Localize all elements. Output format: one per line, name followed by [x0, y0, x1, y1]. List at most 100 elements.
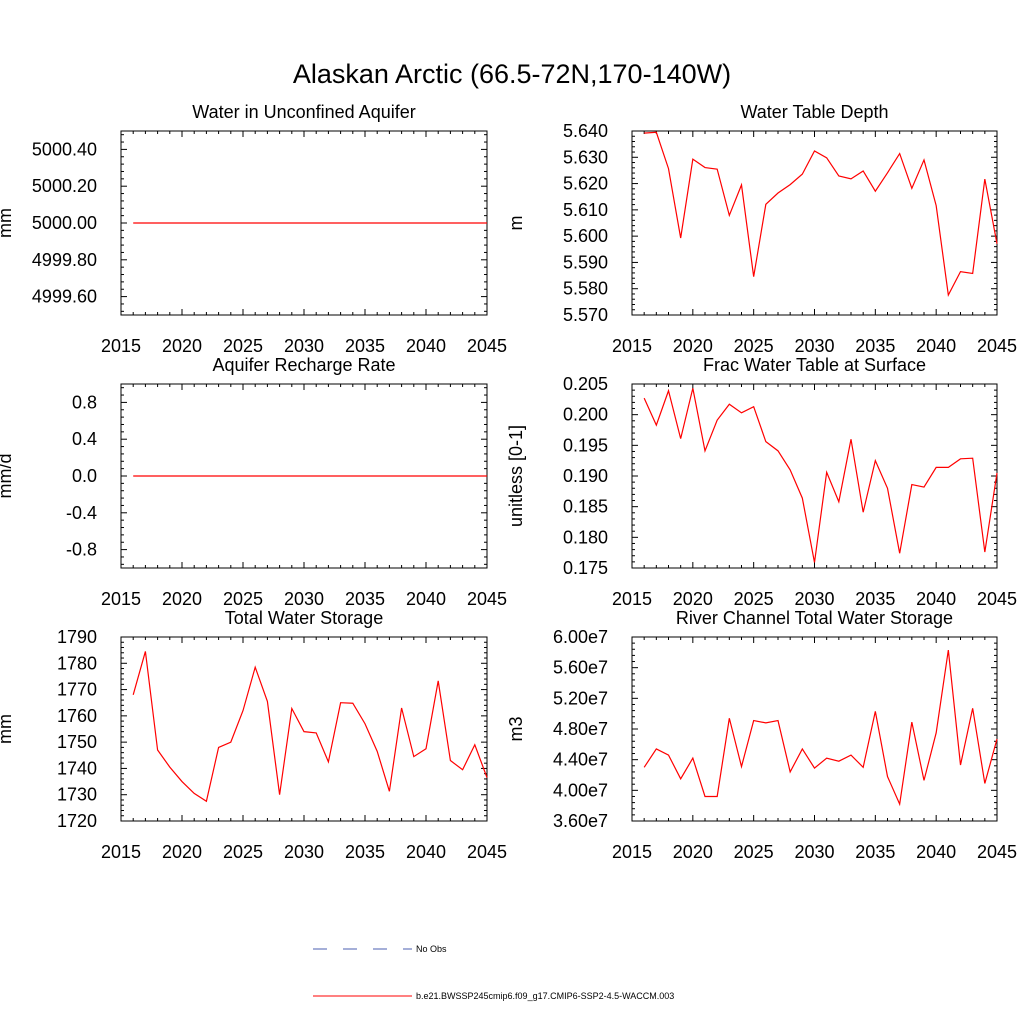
panel-title: Water Table Depth	[740, 102, 888, 122]
x-tick-label: 2015	[612, 842, 652, 862]
y-tick-label: 4999.80	[32, 250, 97, 270]
y-tick-label: -0.8	[66, 540, 97, 560]
plot-frame	[631, 130, 998, 316]
y-tick-label: 1740	[57, 758, 97, 778]
y-tick-label: 0.200	[563, 405, 608, 425]
y-tick-label: 0.195	[563, 435, 608, 455]
y-tick-label: 5.590	[563, 252, 608, 272]
y-tick-label: 1750	[57, 732, 97, 752]
y-axis-label: m3	[506, 716, 526, 741]
y-tick-label: 1770	[57, 680, 97, 700]
x-tick-label: 2035	[855, 336, 895, 356]
x-tick-label: 2040	[916, 842, 956, 862]
y-tick-label: 1730	[57, 785, 97, 805]
y-tick-label: 0.190	[563, 466, 608, 486]
y-tick-label: 5000.40	[32, 139, 97, 159]
y-tick-label: 0.175	[563, 558, 608, 578]
plot-frame	[631, 636, 998, 822]
panel-title: Frac Water Table at Surface	[703, 355, 926, 375]
chart-panel: 2015 2020 2025 2030 2035 2040 2045 5.570 5.580 5.…	[506, 102, 1017, 356]
y-tick-label: 5.20e7	[553, 688, 608, 708]
x-tick-label: 2035	[345, 336, 385, 356]
y-tick-label: 0.205	[563, 374, 608, 394]
y-tick-label: 6.00e7	[553, 627, 608, 647]
y-tick-label: 0.180	[563, 527, 608, 547]
x-tick-label: 2040	[406, 842, 446, 862]
x-tick-label: 2015	[101, 589, 141, 609]
chart-panel: 2015 2020 2025 2030 2035 2040 2045 3.60e7 4.00e7…	[506, 608, 1017, 862]
y-axis-label: unitless [0-1]	[506, 425, 526, 527]
panel-title: Aquifer Recharge Rate	[212, 355, 395, 375]
x-tick-label: 2020	[162, 589, 202, 609]
x-tick-label: 2015	[101, 336, 141, 356]
x-tick-label: 2030	[284, 842, 324, 862]
y-tick-label: 3.60e7	[553, 811, 608, 831]
chart-panel: 2015 2020 2025 2030 2035 2040 2045 1720 1730 1740…	[0, 608, 507, 862]
y-tick-label: 4999.60	[32, 287, 97, 307]
x-tick-label: 2015	[612, 336, 652, 356]
x-tick-label: 2025	[223, 589, 263, 609]
panel-title: Water in Unconfined Aquifer	[192, 102, 415, 122]
y-tick-label: 0.4	[72, 429, 97, 449]
chart-panel: 2015 2020 2025 2030 2035 2040 2045 4999.60 4999.…	[0, 102, 507, 356]
y-tick-label: 5000.00	[32, 213, 97, 233]
y-tick-label: 0.0	[72, 466, 97, 486]
y-tick-label: 5.580	[563, 279, 608, 299]
x-tick-label: 2020	[673, 336, 713, 356]
y-tick-label: 0.185	[563, 497, 608, 517]
y-tick-label: 5.570	[563, 305, 608, 325]
x-tick-label: 2040	[916, 589, 956, 609]
x-tick-label: 2015	[101, 842, 141, 862]
x-tick-label: 2030	[794, 589, 834, 609]
x-tick-label: 2020	[673, 589, 713, 609]
y-tick-label: 4.80e7	[553, 719, 608, 739]
figure-title: Alaskan Arctic (66.5-72N,170-140W)	[293, 59, 731, 89]
x-tick-label: 2040	[916, 336, 956, 356]
panel-grid: 2015 2020 2025 2030 2035 2040 2045 4999.60 4999.…	[0, 102, 1017, 862]
legend-label-model-run: b.e21.BWSSP245cmip6.f09_g17.CMIP6-SSP2-4…	[416, 991, 674, 1001]
x-tick-label: 2025	[734, 842, 774, 862]
y-tick-label: 0.8	[72, 392, 97, 412]
x-tick-label: 2045	[467, 842, 507, 862]
y-tick-label: -0.4	[66, 503, 97, 523]
x-tick-label: 2030	[794, 336, 834, 356]
x-tick-label: 2030	[284, 336, 324, 356]
y-tick-label: 5.60e7	[553, 658, 608, 678]
y-tick-label: 5000.20	[32, 176, 97, 196]
y-tick-label: 5.610	[563, 200, 608, 220]
y-tick-label: 5.620	[563, 174, 608, 194]
series-line	[644, 131, 998, 297]
x-tick-label: 2035	[345, 589, 385, 609]
chart-panel: 2015 2020 2025 2030 2035 2040 2045 0.175 0.180 0.…	[506, 355, 1017, 609]
x-tick-label: 2045	[977, 842, 1017, 862]
x-tick-label: 2025	[223, 842, 263, 862]
y-tick-label: 1720	[57, 811, 97, 831]
x-tick-label: 2015	[612, 589, 652, 609]
chart-panel: 2015 2020 2025 2030 2035 2040 2045 -0.8 -0.4 0.0 0…	[0, 355, 507, 609]
series-line	[643, 388, 998, 563]
y-tick-label: 4.00e7	[553, 780, 608, 800]
y-tick-label: 1790	[57, 627, 97, 647]
x-tick-label: 2030	[794, 842, 834, 862]
y-tick-label: 5.630	[563, 147, 608, 167]
x-tick-label: 2020	[162, 336, 202, 356]
x-tick-label: 2035	[855, 842, 895, 862]
x-tick-label: 2025	[734, 589, 774, 609]
x-tick-label: 2035	[345, 842, 385, 862]
y-axis-label: mm/d	[0, 454, 15, 499]
x-tick-label: 2020	[162, 842, 202, 862]
y-tick-label: 5.600	[563, 226, 608, 246]
x-tick-label: 2045	[977, 589, 1017, 609]
y-axis-label: mm	[0, 714, 15, 744]
y-axis-label: m	[506, 216, 526, 231]
x-tick-label: 2040	[406, 336, 446, 356]
x-tick-label: 2030	[284, 589, 324, 609]
panel-title: Total Water Storage	[225, 608, 383, 628]
plot-frame	[120, 636, 488, 822]
panel-title: River Channel Total Water Storage	[676, 608, 953, 628]
x-tick-label: 2045	[977, 336, 1017, 356]
y-tick-label: 1780	[57, 653, 97, 673]
x-tick-label: 2035	[855, 589, 895, 609]
